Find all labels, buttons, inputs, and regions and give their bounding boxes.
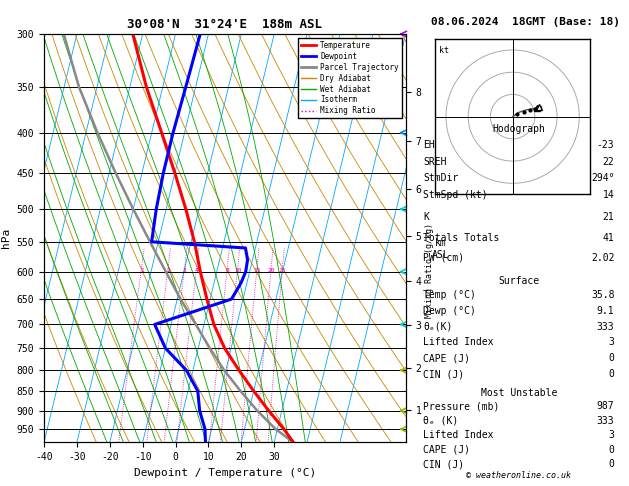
Text: 3: 3: [608, 430, 615, 440]
Text: StmSpd (kt): StmSpd (kt): [423, 190, 488, 200]
Text: 10: 10: [234, 268, 242, 273]
Text: 9.1: 9.1: [597, 306, 615, 316]
Text: Most Unstable: Most Unstable: [481, 388, 557, 398]
Text: Hodograph: Hodograph: [493, 124, 545, 134]
Text: -23: -23: [597, 140, 615, 150]
Text: CAPE (J): CAPE (J): [423, 445, 470, 454]
Legend: Temperature, Dewpoint, Parcel Trajectory, Dry Adiabat, Wet Adiabat, Isotherm, Mi: Temperature, Dewpoint, Parcel Trajectory…: [298, 38, 402, 119]
Text: Surface: Surface: [498, 276, 540, 286]
Text: 0: 0: [608, 459, 615, 469]
Text: 987: 987: [597, 401, 615, 411]
Text: 333: 333: [597, 322, 615, 331]
Text: 41: 41: [603, 232, 615, 243]
Text: CIN (J): CIN (J): [423, 459, 465, 469]
Text: 14: 14: [603, 190, 615, 200]
Text: Temp (°C): Temp (°C): [423, 290, 476, 300]
Text: 3: 3: [183, 268, 187, 273]
Text: Lifted Index: Lifted Index: [423, 430, 494, 440]
Text: 22: 22: [603, 156, 615, 167]
Text: 15: 15: [253, 268, 261, 273]
Text: 333: 333: [597, 416, 615, 426]
Text: θₑ(K): θₑ(K): [423, 322, 453, 331]
Text: Pressure (mb): Pressure (mb): [423, 401, 500, 411]
Text: K: K: [423, 212, 430, 223]
Text: 21: 21: [603, 212, 615, 223]
Text: 2: 2: [167, 268, 170, 273]
Text: 0: 0: [608, 353, 615, 364]
Text: StmDir: StmDir: [423, 174, 459, 183]
Text: 08.06.2024  18GMT (Base: 18): 08.06.2024 18GMT (Base: 18): [431, 17, 620, 27]
Text: 4: 4: [195, 268, 199, 273]
Text: 20: 20: [267, 268, 275, 273]
Text: 8: 8: [226, 268, 230, 273]
Text: 0: 0: [608, 369, 615, 379]
X-axis label: Dewpoint / Temperature (°C): Dewpoint / Temperature (°C): [134, 468, 316, 478]
Text: kt: kt: [439, 46, 449, 54]
Text: Totals Totals: Totals Totals: [423, 232, 500, 243]
Text: 294°: 294°: [591, 174, 615, 183]
Text: CIN (J): CIN (J): [423, 369, 465, 379]
Text: SREH: SREH: [423, 156, 447, 167]
Text: 25: 25: [279, 268, 286, 273]
Text: © weatheronline.co.uk: © weatheronline.co.uk: [467, 471, 571, 480]
Text: Lifted Index: Lifted Index: [423, 337, 494, 347]
Text: CAPE (J): CAPE (J): [423, 353, 470, 364]
Text: Dewp (°C): Dewp (°C): [423, 306, 476, 316]
Text: Mixing Ratio (g/kg): Mixing Ratio (g/kg): [425, 223, 434, 318]
Text: 3: 3: [608, 337, 615, 347]
Y-axis label: km
ASL: km ASL: [432, 238, 450, 260]
Text: 35.8: 35.8: [591, 290, 615, 300]
Text: EH: EH: [423, 140, 435, 150]
Text: PW (cm): PW (cm): [423, 253, 465, 262]
Title: 30°08'N  31°24'E  188m ASL: 30°08'N 31°24'E 188m ASL: [127, 18, 323, 32]
Y-axis label: hPa: hPa: [1, 228, 11, 248]
Text: 0: 0: [608, 445, 615, 454]
Text: θₑ (K): θₑ (K): [423, 416, 459, 426]
Text: 2.02: 2.02: [591, 253, 615, 262]
Text: 1: 1: [140, 268, 143, 273]
